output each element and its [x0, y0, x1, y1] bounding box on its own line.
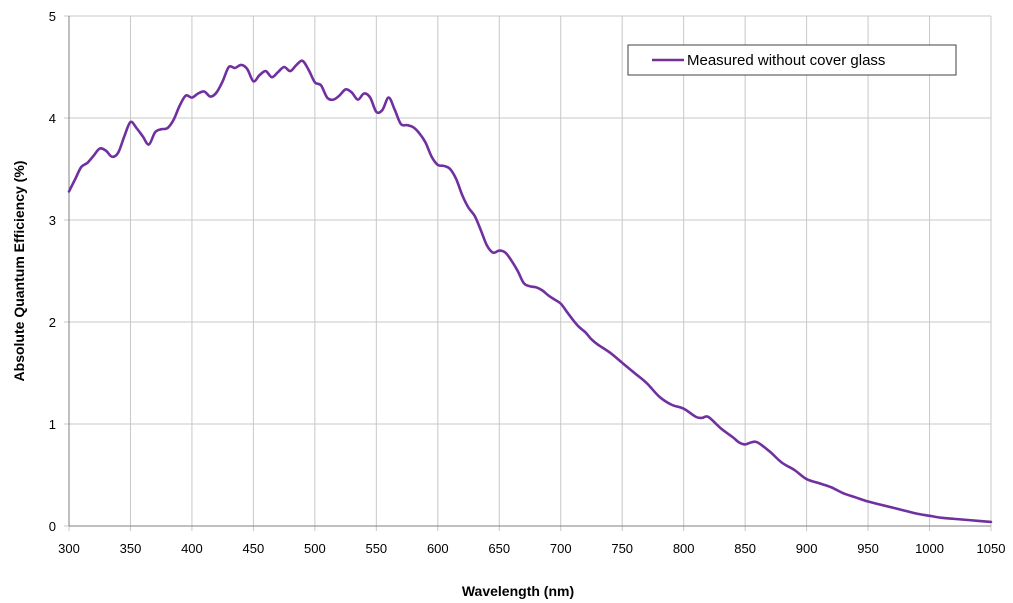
y-axis-tick-labels: 0 1 2 3 4 5	[49, 9, 56, 534]
x-tick-label: 800	[673, 541, 695, 556]
x-tick-label: 650	[488, 541, 510, 556]
x-tick-label: 550	[365, 541, 387, 556]
x-tick-label: 850	[734, 541, 756, 556]
x-axis-tick-labels: 300 350 400 450 500 550 600 650 700 750 800 850 900 9…	[58, 541, 1005, 556]
x-tick-label: 900	[796, 541, 818, 556]
x-tick-label: 600	[427, 541, 449, 556]
vertical-gridlines	[68, 16, 992, 531]
x-tick-label: 450	[243, 541, 265, 556]
x-tick-label: 500	[304, 541, 326, 556]
x-tick-label: 700	[550, 541, 572, 556]
x-tick-label: 1000	[915, 541, 944, 556]
y-axis-title: Absolute Quantum Efficiency (%)	[11, 161, 27, 382]
x-tick-label: 400	[181, 541, 203, 556]
x-tick-label: 300	[58, 541, 80, 556]
x-tick-label: 750	[611, 541, 633, 556]
legend-label: Measured without cover glass	[687, 52, 885, 69]
x-tick-label: 950	[857, 541, 879, 556]
y-tick-label: 0	[49, 519, 56, 534]
legend: Measured without cover glass	[627, 44, 957, 76]
x-tick-label: 1050	[977, 541, 1006, 556]
x-tick-label: 350	[120, 541, 142, 556]
x-axis-title: Wavelength (nm)	[462, 583, 574, 599]
y-tick-label: 5	[49, 9, 56, 24]
series-line-measured-without-cover-glass	[67, 59, 993, 524]
plot-area	[69, 16, 991, 526]
y-tick-label: 3	[49, 213, 56, 228]
horizontal-gridlines	[64, 15, 991, 527]
y-tick-label: 1	[49, 417, 56, 432]
y-tick-label: 4	[49, 111, 56, 126]
y-tick-label: 2	[49, 315, 56, 330]
